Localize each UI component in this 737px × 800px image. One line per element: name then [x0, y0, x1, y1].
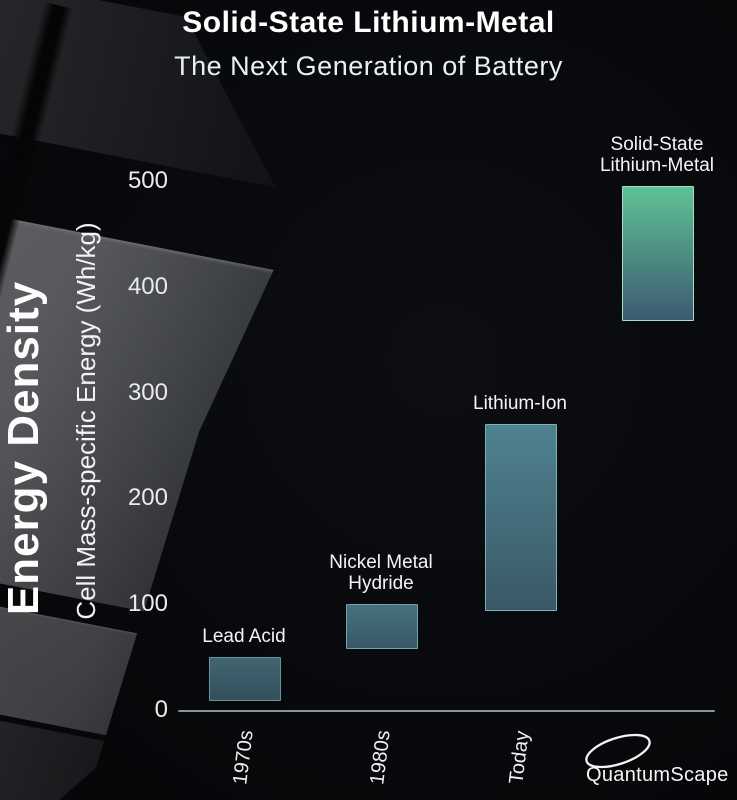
bar-label-line: Lithium-Ion	[473, 393, 567, 415]
y-tick-label-500: 500	[127, 167, 168, 194]
bar-nickel-metal-hydride	[346, 604, 418, 649]
y-tick-label-200: 200	[127, 484, 168, 512]
y-tick-label-0: 0	[154, 696, 168, 723]
bar-label-line: Nickel Metal	[329, 552, 433, 574]
y-tick-label-300: 300	[127, 378, 168, 406]
x-axis-label-today: Today	[505, 729, 534, 786]
bar-label-lead-acid: Lead Acid	[154, 626, 334, 647]
bar-label-lithium-ion: Lithium-Ion	[430, 393, 610, 414]
bar-label-line: Lithium-Metal	[599, 155, 715, 177]
x-axis-label-1980s: 1980s	[366, 729, 395, 786]
bar-label-line: Hydride	[348, 573, 414, 595]
bar-label-line: Solid-State	[610, 134, 704, 156]
bar-lead-acid	[209, 657, 281, 702]
bar-label-solid-state-lithium-metal: Solid-State Lithium-Metal	[567, 134, 737, 176]
bar-label-nickel-metal-hydride: Nickel Metal Hydride	[291, 552, 471, 594]
brand-wordmark: QuantumScape	[586, 764, 729, 786]
page-title: Solid-State Lithium-Metal	[182, 6, 555, 39]
quantumscape-logo: QuantumScape	[585, 733, 729, 786]
orbit-ellipse-icon	[585, 733, 651, 769]
y-tick-label-400: 400	[127, 272, 168, 300]
bar-label-line: Lead Acid	[202, 626, 286, 648]
bar-lithium-ion	[485, 424, 557, 612]
y-tick-label-100: 100	[127, 590, 168, 618]
header: Solid-State Lithium-Metal The Next Gener…	[0, 0, 737, 82]
x-axis-label-1970s: 1970s	[229, 729, 258, 786]
bar-solid-state-lithium-metal	[622, 186, 694, 321]
x-axis-line	[178, 710, 715, 712]
page-subtitle: The Next Generation of Battery	[174, 51, 563, 81]
